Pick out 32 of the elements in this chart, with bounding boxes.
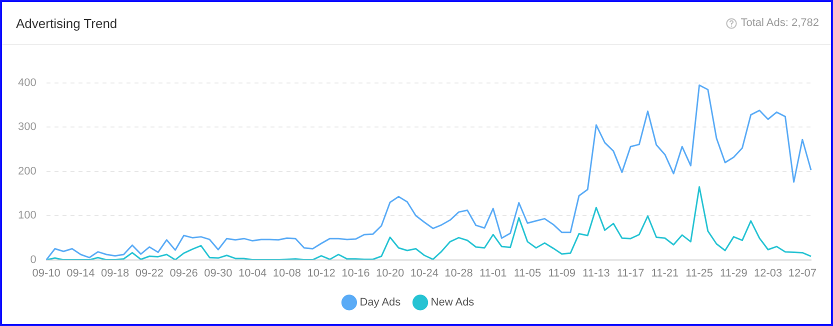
x-tick-label: 11-25 xyxy=(686,267,713,280)
x-tick-label: 11-21 xyxy=(651,267,679,280)
x-tick-label: 10-08 xyxy=(272,267,301,280)
x-tick-label: 09-22 xyxy=(135,267,164,280)
x-tick-label: 09-10 xyxy=(32,267,60,280)
text: Total Ads: 2,782 xyxy=(740,17,819,29)
x-tick-label: 10-12 xyxy=(307,267,336,280)
legend-label: New Ads xyxy=(430,296,475,309)
x-tick-label: 09-18 xyxy=(101,267,130,280)
legend-label: Day Ads xyxy=(360,296,402,309)
x-tick-label: 11-01 xyxy=(479,267,507,280)
chart-title: Advertising Trend xyxy=(16,16,118,31)
x-tick-label: 12-07 xyxy=(788,267,816,280)
y-tick-label: 200 xyxy=(18,165,36,178)
x-tick-label: 10-04 xyxy=(238,267,267,280)
x-tick-label: 11-13 xyxy=(582,267,610,280)
y-tick-label: 100 xyxy=(18,210,36,222)
x-tick-label: 12-03 xyxy=(754,267,782,280)
y-tick-label: 400 xyxy=(18,77,36,90)
x-tick-label: 09-30 xyxy=(204,267,232,280)
x-tick-label: 10-16 xyxy=(342,267,370,280)
x-tick-label: 09-14 xyxy=(66,267,95,280)
x-tick-label: 11-05 xyxy=(514,267,542,280)
y-tick-label: 300 xyxy=(18,121,36,134)
x-tick-label: 10-28 xyxy=(444,267,473,280)
x-tick-label: 11-09 xyxy=(548,267,576,280)
x-tick-label: 09-26 xyxy=(170,267,198,280)
x-tick-label: 10-20 xyxy=(376,267,404,280)
x-tick-label: 10-24 xyxy=(410,267,438,280)
x-tick-label: 11-29 xyxy=(720,267,748,280)
x-tick-label: 11-17 xyxy=(616,267,644,280)
y-tick-label: 0 xyxy=(30,254,36,266)
